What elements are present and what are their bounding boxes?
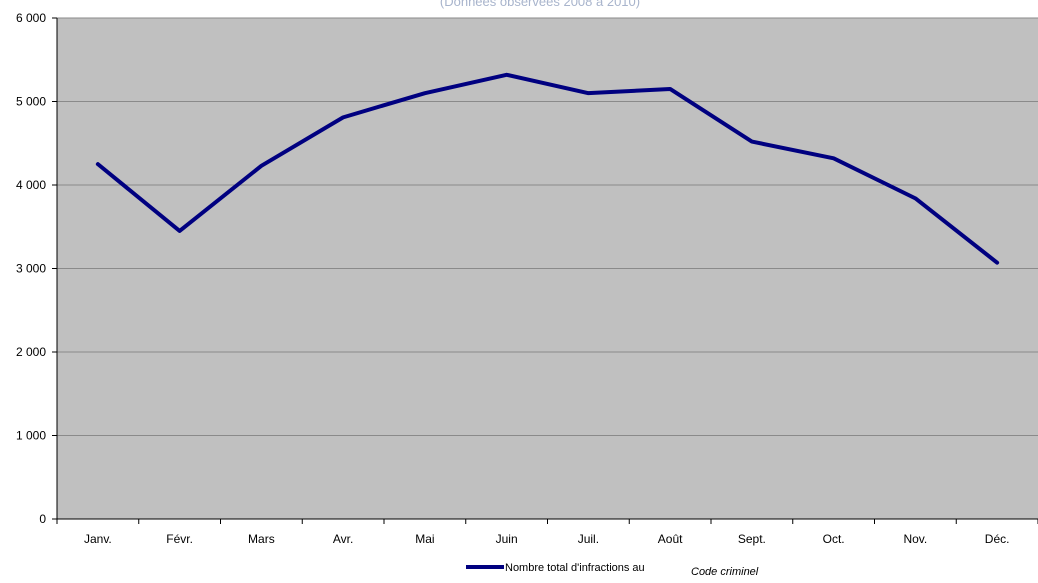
y-tick-label: 3 000 [16, 262, 46, 276]
x-tick-label: Janv. [84, 532, 112, 546]
x-tick-label: Avr. [333, 532, 353, 546]
x-tick-label: Mars [248, 532, 275, 546]
y-tick-label: 2 000 [16, 345, 46, 359]
series-layer [95, 72, 1000, 265]
x-tick-label: Juil. [578, 532, 599, 546]
y-tick-labels: 0 1 000 2 000 3 000 4 000 5 000 6 000 [16, 11, 46, 526]
legend-label-italic: Code criminel [691, 566, 759, 578]
chart-title: (Données observées 2008 à 2010) [440, 0, 640, 9]
axes [52, 17, 1038, 524]
legend: Nombre total d'infractions au Code crimi… [466, 562, 759, 578]
y-tick-label: 4 000 [16, 178, 46, 192]
gridlines [57, 17, 1038, 436]
x-tick-label: Déc. [985, 532, 1010, 546]
x-tick-label: Oct. [823, 532, 845, 546]
x-tick-label: Mai [415, 532, 434, 546]
y-tick-label: 5 000 [16, 95, 46, 109]
series-line [95, 72, 1000, 265]
y-tick-label: 1 000 [16, 429, 46, 443]
x-tick-label: Août [658, 532, 683, 546]
x-tick-label: Sept. [738, 532, 766, 546]
legend-label: Nombre total d'infractions au [505, 562, 645, 574]
x-tick-label: Févr. [166, 532, 193, 546]
x-tick-label: Juin [496, 532, 518, 546]
y-tick-label: 0 [39, 512, 46, 526]
x-tick-label: Nov. [903, 532, 927, 546]
y-tick-label: 6 000 [16, 11, 46, 25]
x-tick-labels: Janv. Févr. Mars Avr. Mai Juin Juil. Août Sept. O… [84, 532, 1009, 546]
